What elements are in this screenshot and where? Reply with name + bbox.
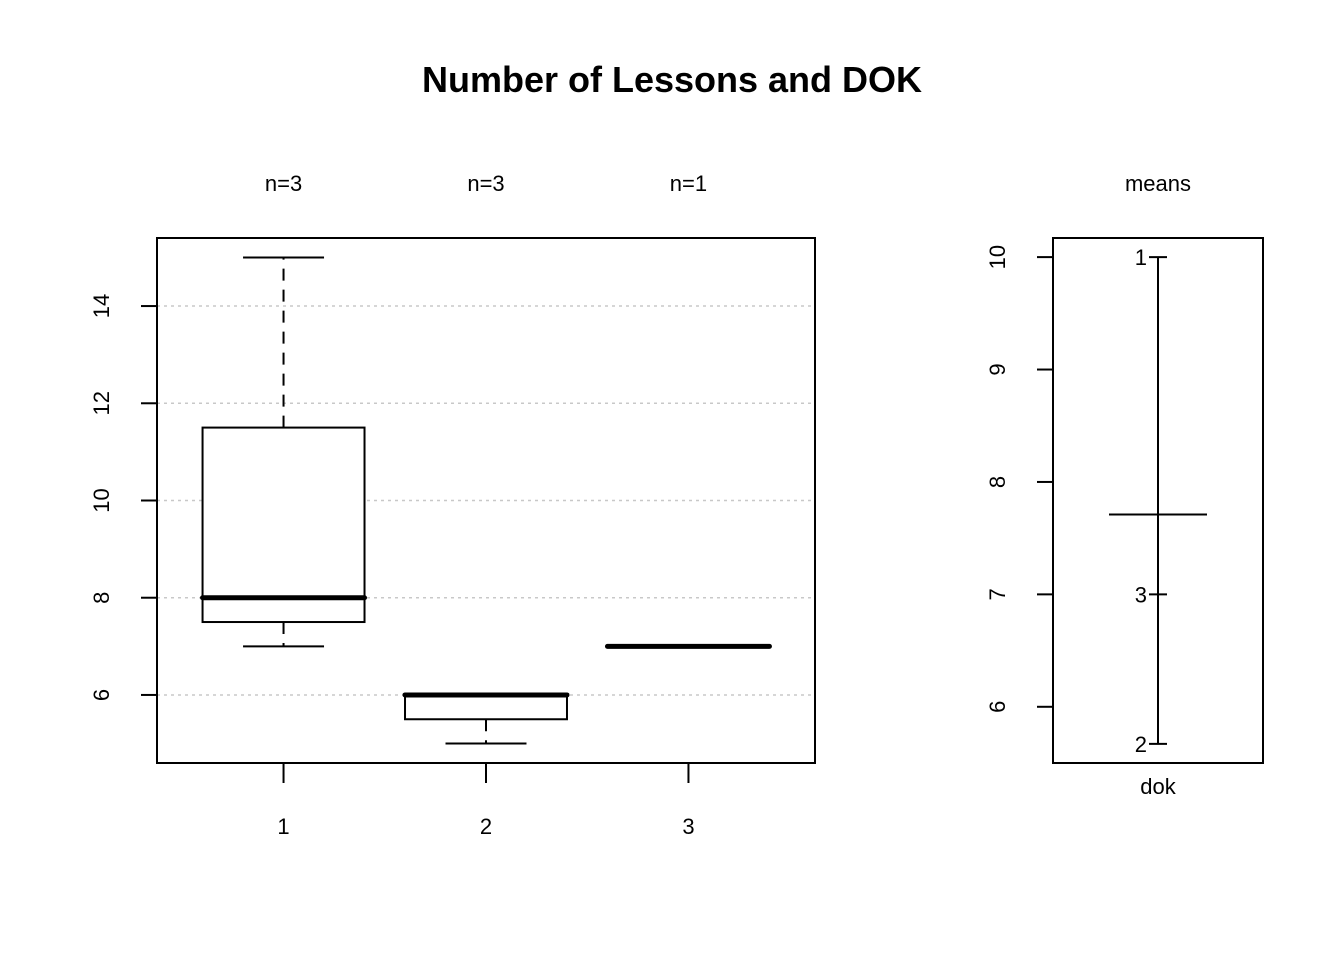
group-mean-label: 1: [1135, 245, 1147, 270]
y-tick-label: 7: [985, 588, 1010, 600]
x-tick-label: 1: [277, 814, 289, 839]
y-axis: 6 8 10 12 14: [89, 294, 157, 701]
means-panel: means 6 7 8 9 10 1 3 2 dok: [985, 171, 1264, 799]
y-tick-label: 6: [985, 701, 1010, 713]
y-tick-label: 12: [89, 391, 114, 415]
y-tick-label: 14: [89, 294, 114, 318]
group-count-labels: n=3 n=3 n=1: [265, 171, 707, 196]
y-tick-label: 8: [985, 476, 1010, 488]
box-1: [200, 256, 368, 648]
group-mean-label: 2: [1135, 732, 1147, 757]
x-tick-label: 2: [480, 814, 492, 839]
y-tick-label: 10: [89, 488, 114, 512]
y-tick-label: 8: [89, 592, 114, 604]
count-label: n=3: [265, 171, 302, 196]
means-title: means: [1125, 171, 1191, 196]
means-frame: [1052, 237, 1264, 764]
x-axis: 1 2 3: [277, 763, 695, 839]
y-tick-label: 9: [985, 363, 1010, 375]
count-label: n=3: [467, 171, 504, 196]
group-mean-label: 3: [1135, 582, 1147, 607]
box-2: [402, 692, 570, 745]
box-iqr: [404, 693, 568, 721]
count-label: n=1: [670, 171, 707, 196]
means-xlabel: dok: [1140, 774, 1176, 799]
x-tick-label: 3: [682, 814, 694, 839]
chart-title: Number of Lessons and DOK: [422, 59, 922, 100]
means-marks: 1 3 2: [1109, 245, 1207, 757]
y-tick-label: 10: [985, 245, 1010, 269]
means-y-axis: 6 7 8 9 10: [985, 245, 1053, 713]
box-iqr: [201, 426, 366, 624]
boxplot-series: [200, 256, 772, 745]
y-tick-label: 6: [89, 689, 114, 701]
